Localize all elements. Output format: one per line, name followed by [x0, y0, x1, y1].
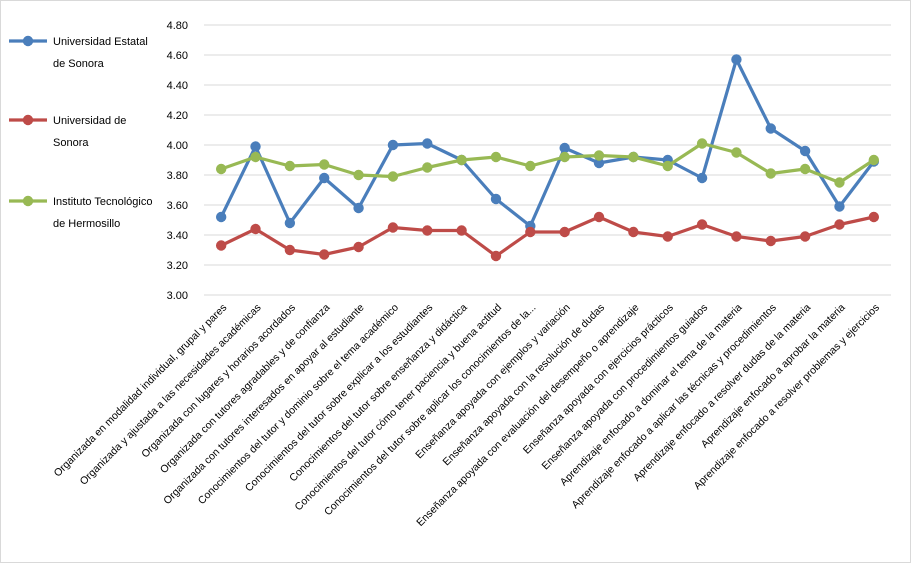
- legend-label: Universidad de: [53, 115, 126, 127]
- data-point: [250, 223, 261, 235]
- data-point: [319, 249, 330, 260]
- data-point: [696, 138, 708, 149]
- data-point: [731, 54, 742, 65]
- data-point: [387, 139, 399, 151]
- legend-marker: [22, 35, 34, 47]
- data-point: [490, 250, 502, 262]
- legend-label: Sonora: [53, 137, 89, 149]
- legend-label: Universidad Estatal: [53, 36, 148, 48]
- data-point: [525, 160, 536, 172]
- y-tick-label: 4.60: [167, 50, 188, 62]
- data-point: [559, 142, 570, 154]
- data-point: [765, 235, 776, 247]
- data-point: [868, 211, 880, 223]
- data-point: [628, 151, 639, 163]
- data-point: [559, 151, 570, 163]
- legend-item-3: Instituto Tecnológico de Hermosillo: [9, 195, 152, 230]
- data-point: [799, 231, 811, 242]
- data-point: [490, 151, 502, 163]
- data-point: [765, 123, 776, 134]
- y-tick-label: 3.20: [167, 260, 188, 272]
- data-point: [284, 160, 296, 172]
- data-point: [731, 231, 742, 242]
- data-point: [593, 150, 605, 161]
- legend-marker: [22, 114, 34, 126]
- legend-label: Instituto Tecnológico: [53, 196, 152, 208]
- data-point: [662, 160, 673, 172]
- data-point: [319, 172, 330, 184]
- y-tick-label: 4.20: [167, 110, 188, 122]
- y-tick-label: 3.60: [167, 200, 188, 212]
- data-point: [284, 217, 296, 229]
- legend-marker: [22, 195, 34, 207]
- data-point: [353, 169, 364, 181]
- data-point: [628, 226, 639, 238]
- data-point: [215, 240, 227, 251]
- data-point: [799, 145, 811, 157]
- y-tick-label: 3.00: [167, 290, 188, 302]
- data-point: [250, 151, 261, 163]
- y-tick-label: 4.40: [167, 80, 188, 92]
- data-point: [353, 241, 364, 253]
- data-point: [593, 157, 605, 169]
- y-tick-label: 4.00: [167, 140, 188, 152]
- data-point: [834, 177, 845, 188]
- data-point: [422, 138, 433, 149]
- data-point: [387, 222, 399, 233]
- y-tick-label: 4.80: [167, 20, 188, 32]
- data-point: [422, 162, 433, 173]
- legend-label: de Sonora: [53, 58, 105, 70]
- legend-label: de Hermosillo: [53, 218, 120, 230]
- data-point: [662, 231, 673, 242]
- data-point: [456, 225, 467, 236]
- data-point: [696, 172, 708, 184]
- data-point: [250, 141, 261, 152]
- data-point: [422, 225, 433, 236]
- x-axis-labels: Organizada en modalidad individual, grup…: [52, 302, 882, 529]
- y-axis: 3.00 3.20 3.40 3.60 3.80 4.00 4.20 4.40 4.60 4.80: [167, 20, 188, 302]
- data-point: [731, 147, 742, 158]
- data-point: [215, 163, 227, 175]
- data-point: [868, 154, 880, 166]
- data-point: [284, 244, 296, 256]
- data-point: [593, 211, 605, 223]
- data-point: [696, 219, 708, 230]
- data-point: [456, 154, 467, 166]
- series-3: [215, 138, 880, 188]
- y-tick-label: 3.80: [167, 170, 188, 182]
- gridlines: [204, 24, 891, 296]
- data-point: [559, 226, 570, 238]
- series-line: [219, 215, 876, 258]
- series-line: [219, 141, 876, 185]
- series-lines: [215, 54, 880, 262]
- data-point: [387, 171, 399, 182]
- data-point: [215, 211, 227, 223]
- data-point: [765, 168, 776, 179]
- legend-item-1: Universidad Estatal de Sonora: [9, 35, 148, 70]
- series-line: [219, 57, 876, 228]
- data-point: [834, 201, 845, 212]
- x-category-label: Enseñanza apoyada con la resolución de d…: [441, 302, 608, 469]
- series-1: [215, 54, 880, 232]
- series-2: [215, 211, 880, 262]
- data-point: [834, 219, 845, 230]
- legend-item-2: Universidad de Sonora: [9, 114, 126, 149]
- data-point: [525, 226, 536, 238]
- y-tick-label: 3.40: [167, 230, 188, 242]
- data-point: [353, 202, 364, 214]
- data-point: [319, 159, 330, 170]
- data-point: [799, 163, 811, 175]
- x-category-label: Enseñanza apoyada con evaluación del des…: [414, 302, 641, 529]
- data-point: [490, 193, 502, 205]
